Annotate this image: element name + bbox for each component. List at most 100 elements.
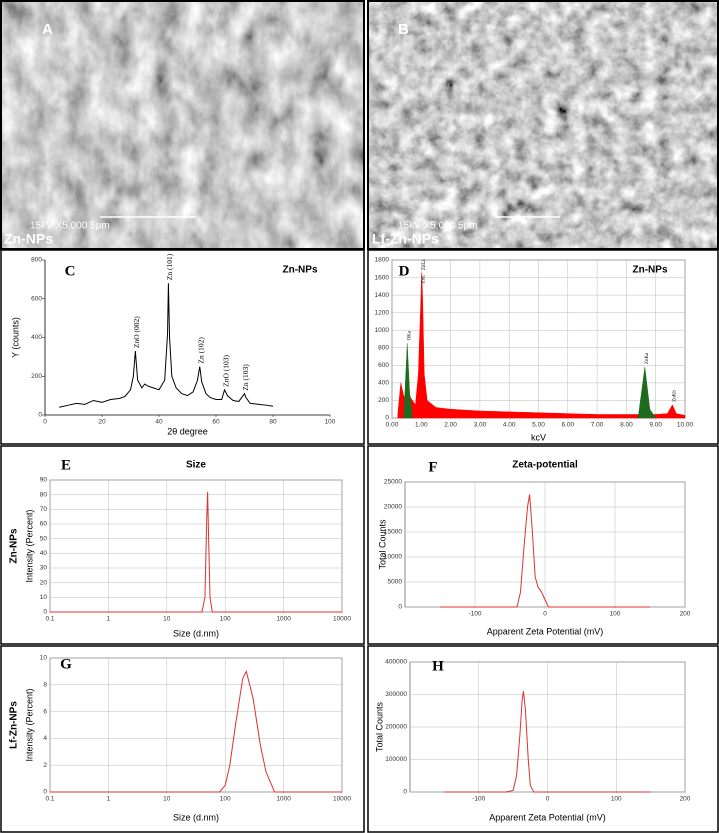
- x-axis-label: Apparent Zeta Potential (mV): [487, 626, 604, 636]
- row-label: Zn-NPs: [9, 528, 20, 563]
- y-tick-label: 0: [43, 609, 47, 616]
- panel-border: [367, 445, 719, 645]
- x-tick-label: 10.00: [677, 422, 694, 429]
- peak-label: ZnKa: [645, 352, 650, 364]
- panel-label: D: [399, 263, 410, 279]
- x-tick-label: 0.00: [386, 422, 399, 429]
- scale-bar-text: 15kV X5,000 5μm: [30, 221, 110, 232]
- x-tick-label: 100: [220, 616, 231, 623]
- panel-label: E: [61, 457, 71, 473]
- chart-title: Zeta-potential: [512, 460, 578, 471]
- x-tick-label: 0: [543, 611, 547, 618]
- y-tick-label: 30: [40, 565, 48, 572]
- line: [50, 670, 342, 793]
- panel-label: C: [65, 263, 76, 279]
- chart-title: Zn-NPs: [283, 265, 318, 276]
- x-tick-label: 9.00: [649, 422, 662, 429]
- peak-label: ZnO (103): [221, 354, 230, 386]
- y-tick-label: 1800: [375, 257, 390, 264]
- x-tick-label: 0.1: [45, 796, 54, 803]
- x-axis-label: Apparent Zeta Potential (mV): [489, 812, 606, 822]
- y-tick-label: 400: [378, 380, 389, 387]
- scale-bar-text: 15kV X5,000 5μm: [398, 221, 478, 232]
- y-tick-label: 70: [40, 506, 48, 513]
- x-tick-label: 1000: [276, 796, 291, 803]
- x-tick-label: 10: [163, 796, 171, 803]
- panel-label: G: [60, 656, 72, 672]
- plot-frame: [45, 260, 330, 415]
- y-tick-label: 300000: [385, 691, 407, 698]
- x-tick-label: 100: [610, 611, 621, 618]
- x-axis-label: 2θ degree: [167, 426, 208, 436]
- y-tick-label: 6: [43, 708, 47, 715]
- y-tick-label: 10: [40, 655, 48, 662]
- x-axis-label: Size (d.nm): [173, 628, 219, 638]
- row-label: Lf-Zn-NPs: [9, 701, 20, 749]
- y-axis-label: Intensity (Percent): [24, 688, 34, 761]
- y-tick-label: 60: [40, 521, 48, 528]
- y-tick-label: 90: [40, 477, 48, 484]
- panel-label: F: [428, 459, 437, 475]
- area: [397, 273, 686, 419]
- x-tick-label: 2.00: [444, 422, 457, 429]
- y-tick-label: 600: [31, 295, 42, 302]
- x-tick-label: 0: [546, 796, 550, 803]
- x-tick-label: 200: [680, 796, 691, 803]
- x-tick-label: -100: [472, 796, 485, 803]
- y-tick-label: 40: [40, 550, 48, 557]
- panel-label: A: [42, 21, 53, 38]
- sem-image: [369, 2, 717, 248]
- y-tick-label: 800: [31, 257, 42, 264]
- panel-border: [0, 0, 365, 250]
- line: [444, 691, 651, 793]
- y-tick-label: 200: [378, 397, 389, 404]
- y-tick-label: 10: [40, 594, 48, 601]
- x-tick-label: 4.00: [503, 422, 516, 429]
- y-tick-label: 20: [40, 579, 48, 586]
- panel-label: H: [432, 658, 444, 674]
- y-tick-label: 0: [403, 789, 407, 796]
- y-tick-label: 2: [43, 762, 47, 769]
- chart-title: Zn-NPs: [633, 265, 668, 276]
- y-tick-label: 0: [38, 412, 42, 419]
- x-tick-label: 3.00: [474, 422, 487, 429]
- panel-label: B: [398, 21, 409, 38]
- y-tick-label: 400: [31, 334, 42, 341]
- y-tick-label: 400000: [385, 659, 407, 666]
- y-tick-label: 1000: [375, 327, 390, 334]
- line: [440, 494, 650, 608]
- y-axis-label: Total Counts: [374, 701, 384, 752]
- x-tick-label: -100: [468, 611, 481, 618]
- y-tick-label: 5000: [388, 579, 403, 586]
- peak-label: Zn (101): [165, 253, 174, 280]
- y-tick-label: 200: [31, 373, 42, 380]
- panel-border: [0, 445, 365, 645]
- peak-label: Zn (102): [196, 337, 205, 364]
- x-tick-label: 1000: [276, 616, 291, 623]
- panel-border: [367, 249, 719, 445]
- peak-label: Zn (103): [241, 364, 250, 391]
- x-tick-label: 6.00: [561, 422, 574, 429]
- x-tick-label: 60: [212, 419, 220, 426]
- y-tick-label: 0: [398, 604, 402, 611]
- y-tick-label: 50: [40, 535, 48, 542]
- x-tick-label: 8.00: [620, 422, 633, 429]
- y-tick-label: 600: [378, 362, 389, 369]
- y-tick-label: 0: [43, 789, 47, 796]
- y-tick-label: 100000: [385, 756, 407, 763]
- plot-frame: [49, 479, 343, 613]
- y-tick-label: 1200: [375, 309, 390, 316]
- y-tick-label: 200000: [385, 724, 407, 731]
- y-tick-label: 0: [385, 415, 389, 422]
- y-tick-label: 80: [40, 491, 48, 498]
- x-axis-label: kcV: [531, 432, 546, 442]
- x-tick-label: 20: [98, 419, 106, 426]
- chart-title: Size: [186, 460, 206, 471]
- peak-label: ZnLa: [422, 259, 427, 271]
- peak-label: ZnL: [421, 275, 426, 284]
- x-tick-label: 10000: [333, 616, 351, 623]
- panel-border: [0, 249, 365, 445]
- x-tick-label: 100: [220, 796, 231, 803]
